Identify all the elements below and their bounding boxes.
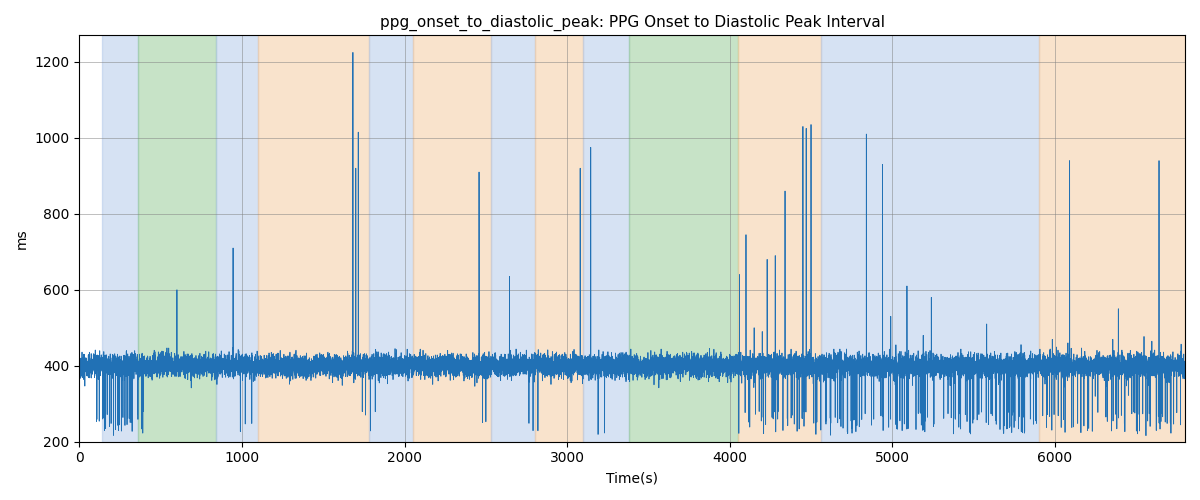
Bar: [491, 36, 535, 442]
Bar: [583, 36, 629, 442]
Bar: [535, 36, 583, 442]
Bar: [1039, 36, 1184, 442]
X-axis label: Time(s): Time(s): [606, 471, 659, 485]
Title: ppg_onset_to_diastolic_peak: PPG Onset to Diastolic Peak Interval: ppg_onset_to_diastolic_peak: PPG Onset t…: [379, 15, 884, 31]
Bar: [258, 36, 368, 442]
Bar: [216, 36, 258, 442]
Bar: [738, 36, 821, 442]
Bar: [368, 36, 413, 442]
Bar: [102, 36, 138, 442]
Y-axis label: ms: ms: [14, 228, 29, 249]
Bar: [413, 36, 491, 442]
Bar: [629, 36, 738, 442]
Bar: [138, 36, 216, 442]
Bar: [821, 36, 1039, 442]
